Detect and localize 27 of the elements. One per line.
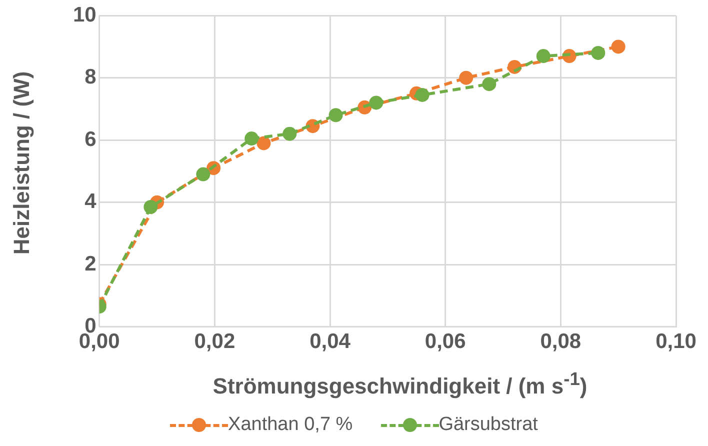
- x-axis-title: Strömungsgeschwindigkeit / (m s$^{-1}$): [212, 368, 588, 400]
- point: [536, 49, 550, 64]
- legend-label: Gärsubstrat: [438, 414, 538, 435]
- y-tick-label: 4: [84, 190, 97, 214]
- point: [591, 46, 606, 60]
- point: [482, 77, 496, 92]
- legend-label: Xanthan 0,7 %: [228, 414, 353, 435]
- point: [144, 200, 158, 214]
- point: [196, 167, 210, 182]
- point: [459, 70, 474, 85]
- point: [282, 126, 297, 141]
- point: [369, 96, 384, 110]
- point: [244, 132, 259, 146]
- y-tick-label: 2: [84, 252, 96, 276]
- y-tick-label: 10: [73, 3, 96, 26]
- x-tick-label: 0,04: [310, 330, 351, 354]
- x-tick-label: 0,06: [424, 330, 466, 354]
- y-axis-title: Heizleistung / (W): [9, 70, 35, 257]
- point: [415, 88, 430, 102]
- x-tick-label: 0,08: [540, 330, 582, 354]
- x-tick-label: 0,02: [194, 330, 236, 354]
- point: [256, 136, 271, 150]
- y-tick-label: 6: [84, 128, 96, 151]
- y-tick-label: 8: [84, 66, 97, 89]
- point: [328, 108, 343, 122]
- x-tick-label: 0,10: [656, 330, 696, 354]
- point: [611, 40, 626, 54]
